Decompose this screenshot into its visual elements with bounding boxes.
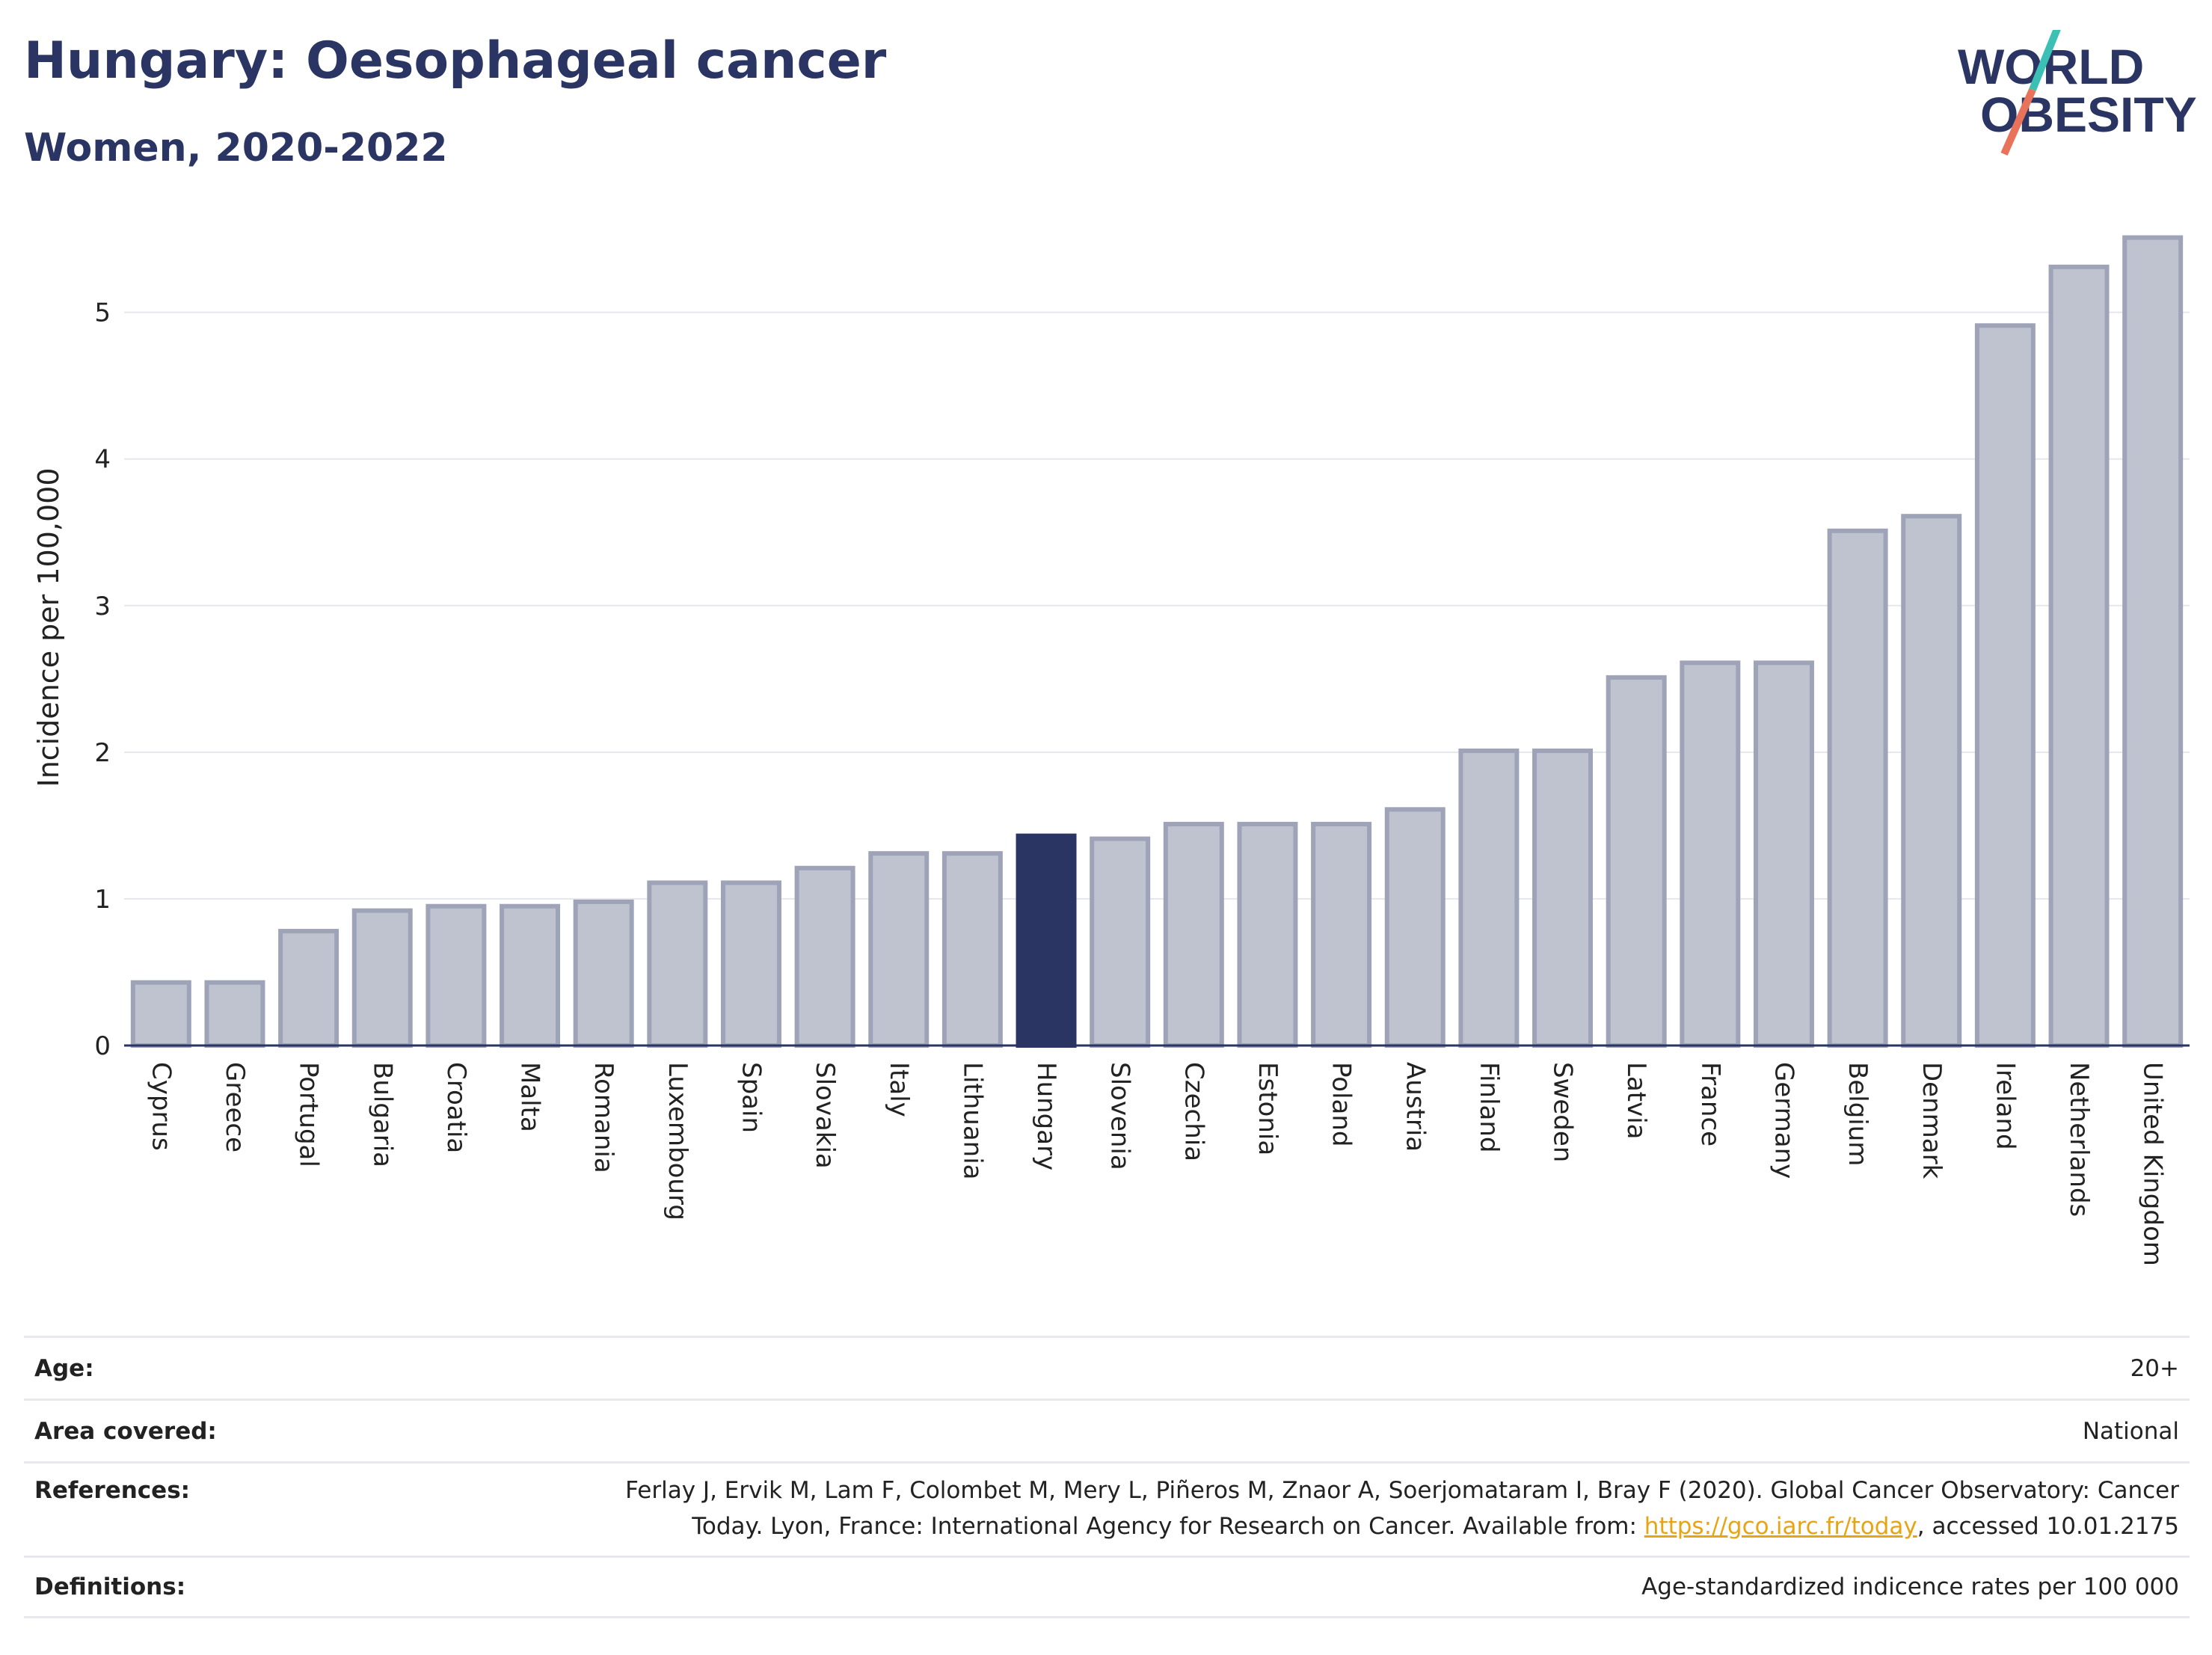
x-tick-label: Romania xyxy=(589,1062,618,1173)
references-label: References: xyxy=(34,1477,191,1504)
x-tick-label: Sweden xyxy=(1548,1062,1578,1162)
world-obesity-logo: WORLD OBESITY xyxy=(1958,30,2197,156)
y-tick-label: 3 xyxy=(94,592,111,621)
bar-united-kingdom xyxy=(2122,235,2184,1048)
y-tick-label: 5 xyxy=(94,298,111,328)
info-row-area: Area covered: National xyxy=(24,1398,2190,1461)
x-tick-label: Belgium xyxy=(1843,1062,1872,1166)
chart-title: Hungary: Oesophageal cancer xyxy=(24,31,887,90)
x-tick-label: Lithuania xyxy=(957,1062,987,1179)
area-value: National xyxy=(2082,1417,2179,1445)
bar-slovenia xyxy=(1090,836,1151,1048)
info-row-definitions: Definitions: Age-standardized indicence … xyxy=(24,1556,2190,1618)
bar-spain xyxy=(720,880,781,1048)
bar-greece xyxy=(204,980,265,1048)
x-tick-label: Croatia xyxy=(441,1062,471,1153)
bar-germany xyxy=(1753,660,1814,1048)
bar-lithuania xyxy=(941,851,1003,1048)
definitions-label: Definitions: xyxy=(34,1573,186,1600)
info-row-age: Age: 20+ xyxy=(24,1336,2190,1398)
x-tick-label: Estonia xyxy=(1253,1062,1282,1155)
x-tick-label: Italy xyxy=(884,1062,914,1117)
x-tick-label: Ireland xyxy=(1990,1062,2020,1150)
bar-estonia xyxy=(1237,821,1298,1048)
bar-hungary xyxy=(1016,833,1077,1048)
references-line-2: Today. Lyon, France: International Agenc… xyxy=(625,1508,2179,1544)
x-tick-label: Portugal xyxy=(294,1062,324,1167)
y-tick-label: 0 xyxy=(94,1031,111,1061)
x-tick-label: Greece xyxy=(220,1062,250,1152)
bar-bulgaria xyxy=(351,908,413,1048)
references-line-1: Ferlay J, Ervik M, Lam F, Colombet M, Me… xyxy=(625,1477,2179,1504)
bar-belgium xyxy=(1827,528,1888,1048)
area-label: Area covered: xyxy=(34,1417,217,1445)
bar-sweden xyxy=(1532,748,1594,1048)
y-axis-label: Incidence per 100,000 xyxy=(32,467,65,787)
x-tick-label: Luxembourg xyxy=(663,1062,692,1220)
references-link[interactable]: https://gco.iarc.fr/today xyxy=(1644,1513,1917,1540)
x-tick-label: Malta xyxy=(515,1062,545,1132)
references-line-2-end: , accessed 10.01.2175 xyxy=(1917,1513,2179,1540)
x-tick-label: France xyxy=(1695,1062,1725,1146)
y-tick-label: 2 xyxy=(94,738,111,768)
bar-ireland xyxy=(1974,323,2036,1048)
x-tick-label: Netherlands xyxy=(2064,1062,2094,1217)
bar-romania xyxy=(573,899,634,1048)
y-tick-label: 4 xyxy=(94,445,111,475)
bar-italy xyxy=(868,851,930,1048)
references-line-2-text: Today. Lyon, France: International Agenc… xyxy=(692,1513,1644,1540)
bar-netherlands xyxy=(2048,264,2110,1048)
bar-malta xyxy=(500,903,561,1048)
bar-france xyxy=(1680,660,1741,1048)
bar-austria xyxy=(1384,807,1446,1048)
logo-slash-coral xyxy=(2000,87,2036,156)
bar-finland xyxy=(1458,748,1520,1048)
x-tick-label: Cyprus xyxy=(146,1062,176,1151)
x-tick-label: Slovakia xyxy=(810,1062,840,1169)
x-tick-label: Poland xyxy=(1327,1062,1357,1147)
bar-slovakia xyxy=(794,865,855,1048)
definitions-value: Age-standardized indicence rates per 100… xyxy=(1641,1573,2179,1600)
info-row-references: References: Ferlay J, Ervik M, Lam F, Co… xyxy=(24,1461,2190,1556)
logo-slash-teal xyxy=(2029,30,2061,91)
bar-portugal xyxy=(278,929,340,1048)
x-tick-label: Germany xyxy=(1769,1062,1798,1179)
x-tick-label: United Kingdom xyxy=(2138,1062,2168,1266)
x-tick-label: Slovenia xyxy=(1105,1062,1135,1170)
age-label: Age: xyxy=(34,1354,94,1382)
x-tick-label: Denmark xyxy=(1917,1062,1947,1179)
bar-latvia xyxy=(1606,675,1667,1048)
x-tick-label: Latvia xyxy=(1621,1062,1651,1140)
bar-cyprus xyxy=(130,980,191,1048)
bar-denmark xyxy=(1901,514,1962,1048)
bar-chart: 0 1 2 3 4 5 Incidence per 100,000 Cyprus Greece P… xyxy=(32,235,2190,1266)
references-text: Ferlay J, Ervik M, Lam F, Colombet M, Me… xyxy=(625,1473,2179,1544)
bar-poland xyxy=(1311,821,1372,1048)
x-tick-label: Bulgaria xyxy=(367,1062,397,1167)
x-tick-label: Spain xyxy=(736,1062,766,1133)
bar-croatia xyxy=(425,903,487,1048)
y-tick-label: 1 xyxy=(94,885,111,915)
age-value: 20+ xyxy=(2130,1354,2179,1382)
bar-czechia xyxy=(1163,821,1224,1048)
x-tick-label: Hungary xyxy=(1031,1062,1061,1170)
bar-luxembourg xyxy=(647,880,708,1048)
info-table: Age: 20+ Area covered: National Referenc… xyxy=(24,1336,2190,1618)
x-tick-label: Austria xyxy=(1400,1062,1430,1152)
x-tick-label: Czechia xyxy=(1179,1062,1208,1161)
chart-subtitle: Women, 2020-2022 xyxy=(24,126,448,171)
x-tick-label: Finland xyxy=(1474,1062,1504,1153)
